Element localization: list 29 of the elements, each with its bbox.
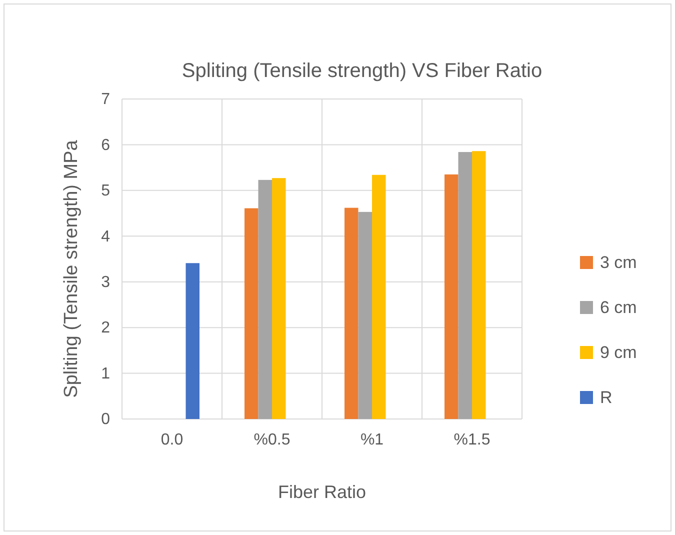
bar bbox=[444, 174, 458, 419]
y-tick-label: 2 bbox=[101, 320, 110, 337]
bar bbox=[258, 180, 272, 419]
bar bbox=[244, 208, 258, 419]
y-tick-label: 5 bbox=[101, 182, 110, 200]
y-tick-label: 7 bbox=[101, 91, 110, 108]
y-tick-label: 1 bbox=[101, 365, 110, 382]
y-tick-label: 3 bbox=[101, 274, 110, 291]
y-tick-label: 0 bbox=[101, 411, 110, 428]
x-tick-label: %0.5 bbox=[254, 431, 290, 448]
bar bbox=[358, 212, 372, 419]
x-axis-title: Fiber Ratio bbox=[278, 482, 366, 502]
legend-label: 6 cm bbox=[600, 298, 637, 317]
x-tick-label: %1.5 bbox=[454, 431, 490, 448]
legend-label: 9 cm bbox=[600, 343, 637, 362]
y-axis-title: Spliting (Tensile strength) MPa bbox=[61, 140, 82, 398]
bar bbox=[272, 178, 286, 419]
chart-title: Spliting (Tensile strength) VS Fiber Ratio bbox=[182, 60, 542, 82]
y-tick-label: 4 bbox=[101, 228, 110, 246]
bar bbox=[372, 174, 386, 419]
legend-label: 3 cm bbox=[600, 253, 637, 272]
x-tick-label: %1 bbox=[360, 431, 384, 448]
bar bbox=[458, 152, 472, 419]
bar bbox=[472, 151, 486, 419]
bar bbox=[344, 208, 358, 419]
legend-label: R bbox=[600, 388, 612, 407]
bar bbox=[186, 263, 200, 419]
x-tick-label: 0.0 bbox=[160, 431, 184, 448]
y-tick-label: 6 bbox=[101, 136, 110, 154]
